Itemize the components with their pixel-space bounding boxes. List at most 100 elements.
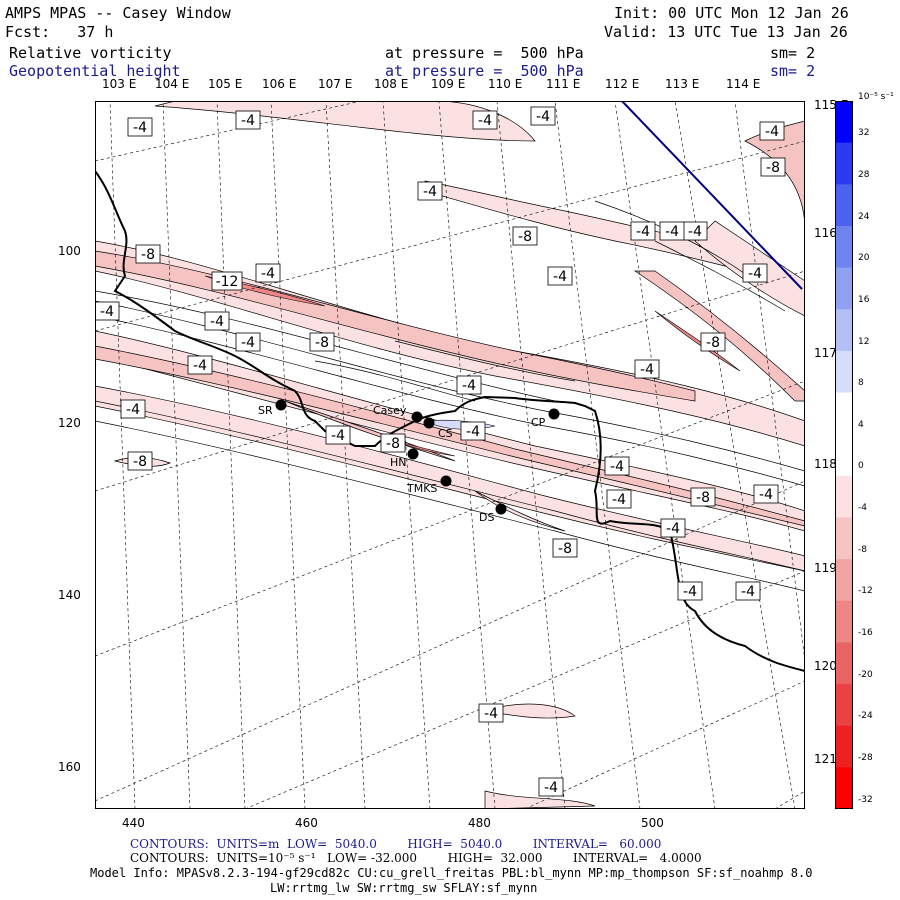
lon-label: 108 E — [374, 77, 409, 91]
colorbar-tick-label: -28 — [858, 753, 873, 764]
colorbar-unit: 10⁻⁵ s⁻¹ — [858, 92, 894, 102]
y-tick-label: 120 — [58, 416, 81, 430]
station-dot-tmks — [440, 475, 452, 487]
lat-lon-grid — [95, 101, 805, 809]
contour-value-label: -8 — [380, 433, 406, 453]
contour-value-label: -4 — [530, 106, 556, 126]
x-tick-label: 480 — [468, 816, 491, 830]
station-dot-hn — [407, 448, 419, 460]
field2-name: Geopotential height — [9, 62, 181, 80]
colorbar-swatch — [835, 392, 853, 435]
colorbar-swatch — [835, 600, 853, 643]
contour-value-label: -8 — [309, 332, 335, 352]
y-tick-label: 160 — [58, 760, 81, 774]
colorbar-tick-label: 16 — [858, 294, 870, 305]
valid-time: Valid: 13 UTC Tue 13 Jan 26 — [604, 23, 848, 41]
svg-text:-4: -4 — [241, 113, 255, 129]
svg-text:-8: -8 — [315, 335, 329, 351]
contour-value-label: -4 — [235, 110, 261, 130]
contour-value-label: -4 — [659, 221, 685, 241]
station-label-cs: CS — [438, 427, 453, 440]
contour-value-label: -4 — [478, 703, 504, 723]
colorbar-swatch — [835, 267, 853, 310]
station-label-sr: SR — [258, 404, 273, 417]
station-label-hn: HN — [390, 456, 407, 469]
contour-value-label: -4 — [95, 301, 120, 321]
lon-label: 106 E — [262, 77, 297, 91]
lon-label: 113 E — [665, 77, 700, 91]
station-dot-cp — [548, 408, 560, 420]
contour-value-label: -4 — [547, 266, 573, 286]
lon-label: 107 E — [318, 77, 353, 91]
svg-text:-4: -4 — [683, 584, 697, 600]
svg-text:-4: -4 — [688, 224, 702, 240]
svg-text:-4: -4 — [748, 266, 762, 282]
contour-value-label: -4 — [735, 581, 761, 601]
field2-level: at pressure = 500 hPa — [385, 62, 584, 80]
colorbar-tick-label: -32 — [858, 794, 873, 805]
lon-label: 105 E — [208, 77, 243, 91]
svg-text:-4: -4 — [331, 428, 345, 444]
geopotential-contour — [621, 101, 803, 290]
contour-value-label: -8 — [512, 226, 538, 246]
svg-text:-4: -4 — [640, 362, 654, 378]
colorbar-swatch — [835, 434, 853, 477]
colorbar-tick-label: 20 — [858, 253, 870, 264]
contour-value-label: -4 — [606, 489, 632, 509]
svg-text:-8: -8 — [696, 490, 710, 506]
contour-value-label: -4 — [538, 777, 564, 797]
svg-text:-4: -4 — [466, 424, 480, 440]
contour-value-label: -4 — [660, 518, 686, 538]
svg-text:-8: -8 — [706, 335, 720, 351]
contour-value-label: -8 — [135, 244, 161, 264]
colorbar-swatch — [835, 642, 853, 685]
svg-text:-4: -4 — [193, 358, 207, 374]
svg-text:-4: -4 — [126, 402, 140, 418]
field1-level: at pressure = 500 hPa — [385, 44, 584, 62]
forecast-hour: Fcst: 37 h — [5, 23, 114, 41]
contours-height-info: CONTOURS: UNITS=m LOW= 5040.0 HIGH= 5040… — [130, 837, 662, 851]
contour-value-label: -12 — [211, 271, 243, 291]
station-dot-cs — [423, 417, 435, 429]
station-dot-casey — [411, 411, 423, 423]
contour-value-labels: -4 -4 -4 -4-4-8-8-12 -4-4-8 -4 -4-4 -4-8-4-4-4-… — [95, 106, 786, 797]
colorbar-swatch — [835, 350, 853, 394]
svg-text:-4: -4 — [741, 584, 755, 600]
colorbar-tick-label: -20 — [858, 669, 873, 680]
field2-smoothing: sm= 2 — [770, 62, 816, 80]
svg-text:-4: -4 — [636, 224, 650, 240]
svg-text:-4: -4 — [484, 706, 498, 722]
colorbar-tick-label: 12 — [858, 336, 870, 347]
coastline — [95, 170, 805, 672]
contour-value-label: -8 — [127, 451, 153, 471]
colorbar-tick-label: 8 — [858, 378, 864, 389]
svg-text:-4: -4 — [536, 109, 550, 125]
contour-value-label: -8 — [690, 487, 716, 507]
svg-text:-8: -8 — [386, 436, 400, 452]
colorbar — [835, 101, 853, 809]
contour-value-label: -4 — [472, 110, 498, 130]
contour-value-label: -4 — [630, 221, 656, 241]
map-title: AMPS MPAS -- Casey Window — [5, 4, 231, 22]
colorbar-tick-label: 24 — [858, 211, 870, 222]
svg-text:-8: -8 — [766, 160, 780, 176]
colorbar-tick-label: -16 — [858, 628, 873, 639]
lon-label: 111 E — [546, 77, 581, 91]
contour-value-label: -4 — [604, 456, 630, 476]
contour-value-label: -4 — [235, 332, 261, 352]
station-markers — [275, 399, 560, 515]
colorbar-swatch — [835, 225, 853, 269]
contour-value-label: -4 — [204, 311, 230, 331]
svg-text:-4: -4 — [100, 304, 114, 320]
svg-text:-4: -4 — [210, 314, 224, 330]
svg-text:-4: -4 — [759, 487, 773, 503]
svg-text:-4: -4 — [612, 492, 626, 508]
field1-smoothing: sm= 2 — [770, 44, 816, 62]
y-tick-label: 100 — [58, 244, 81, 258]
svg-text:-12: -12 — [216, 274, 239, 290]
lon-label: 110 E — [488, 77, 523, 91]
colorbar-swatch — [835, 142, 853, 185]
contour-value-label: -4 — [759, 121, 785, 141]
contour-value-label: -8 — [760, 157, 786, 177]
colorbar-tick-label: -12 — [858, 586, 873, 597]
